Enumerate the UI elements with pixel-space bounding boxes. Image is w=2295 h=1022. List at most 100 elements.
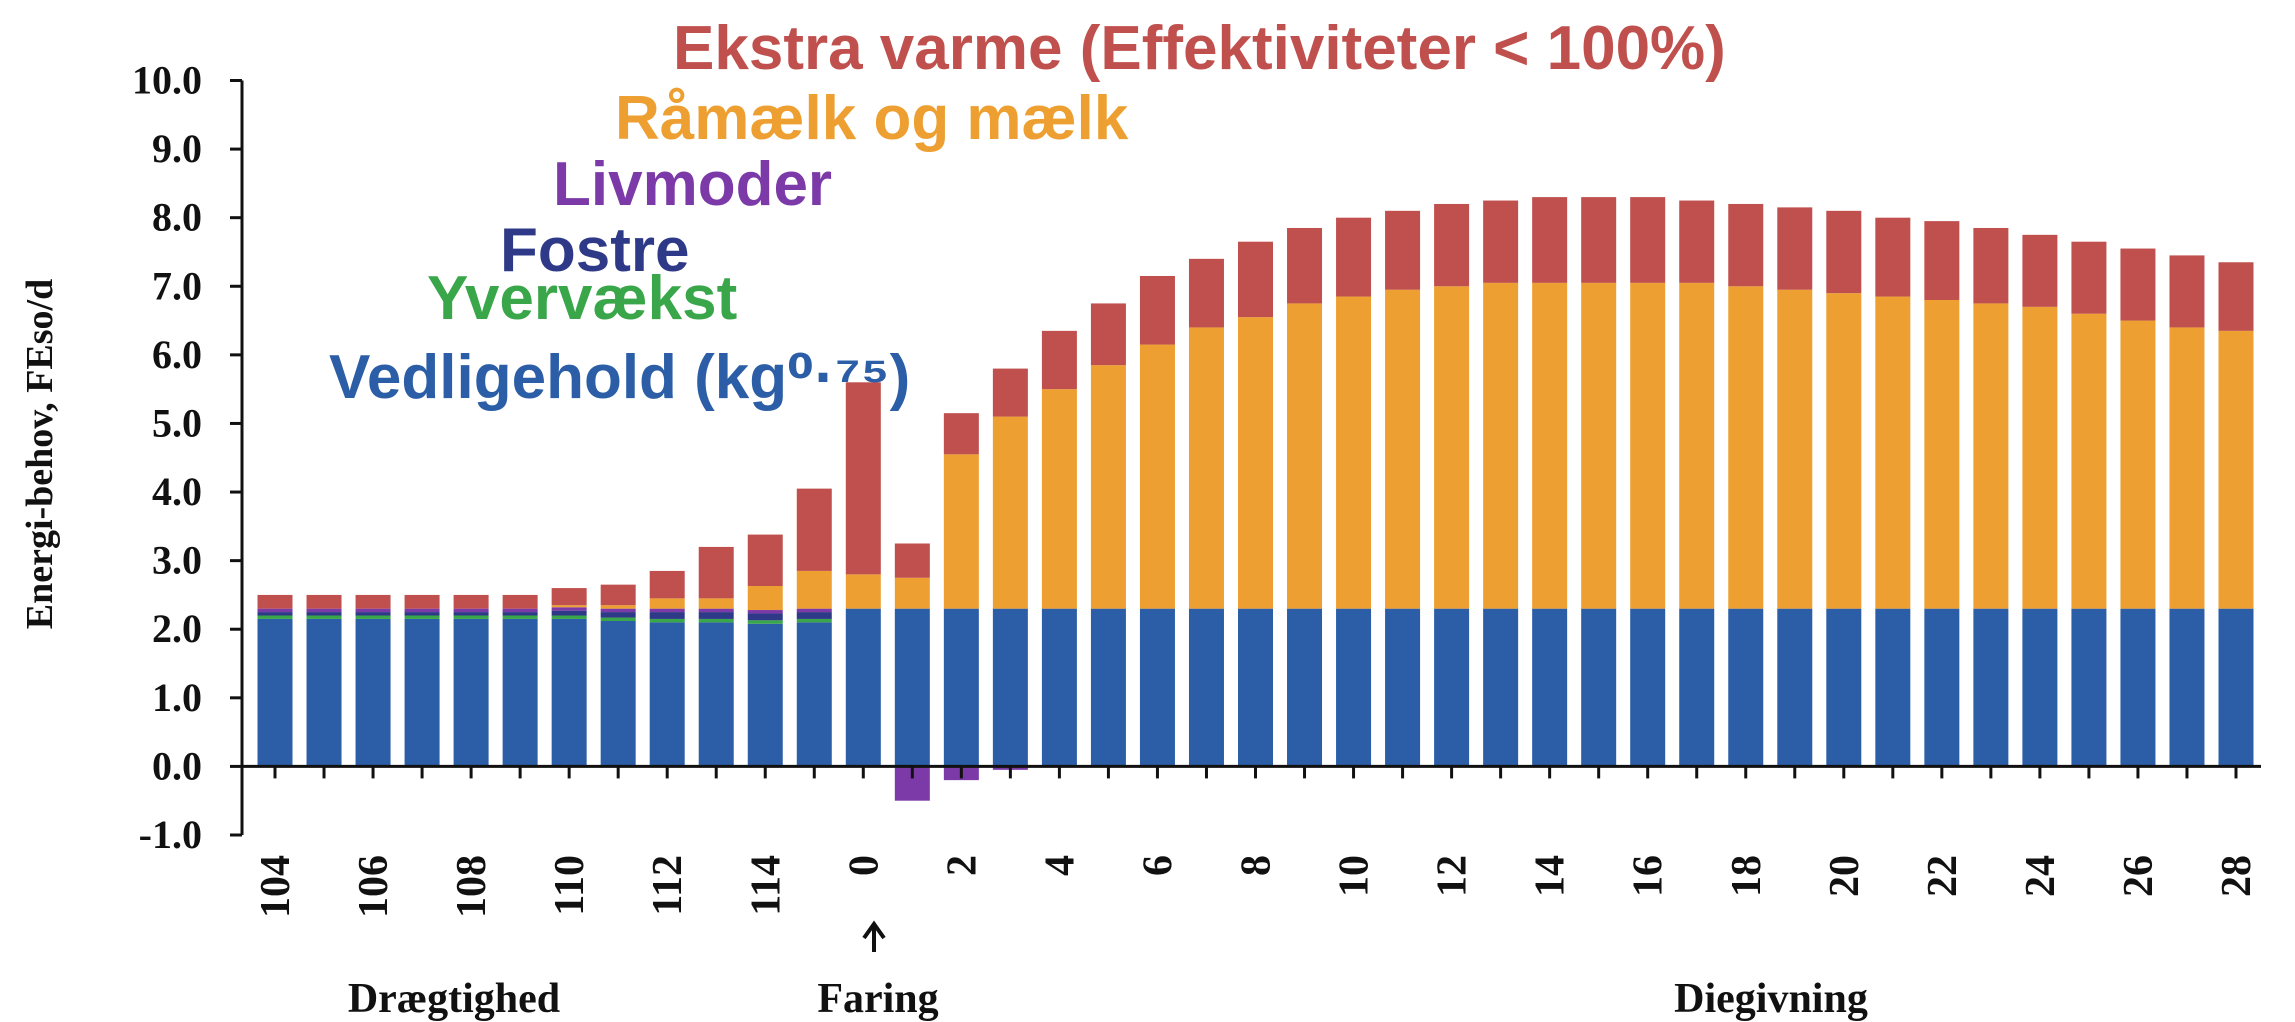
bar-segment bbox=[1434, 286, 1470, 609]
bar-segment bbox=[698, 608, 734, 613]
bar-segment bbox=[1679, 200, 1715, 283]
bar-segment bbox=[1287, 227, 1323, 304]
x-tick-label: 4 bbox=[1037, 855, 1083, 876]
bar-segment bbox=[1188, 608, 1224, 767]
y-tick-label: 10.0 bbox=[132, 58, 202, 103]
x-tick-label: 8 bbox=[1234, 855, 1280, 876]
legend-entry: Ekstra varme (Effektiviteter < 100%) bbox=[673, 14, 1726, 83]
bar-segment bbox=[551, 618, 587, 767]
x-tick-label: 20 bbox=[1822, 855, 1868, 897]
x-tick-label: 10 bbox=[1332, 855, 1378, 897]
bar-segment bbox=[502, 608, 538, 613]
x-tick-label: 108 bbox=[449, 855, 495, 918]
bar-segment bbox=[1728, 608, 1764, 767]
bar-segment bbox=[1041, 389, 1077, 609]
bar-segment bbox=[2169, 327, 2205, 609]
bar-segment bbox=[1924, 608, 1960, 767]
bar-segment bbox=[1679, 608, 1715, 767]
x-tick-label: 26 bbox=[2116, 855, 2162, 897]
bar-segment bbox=[1385, 210, 1421, 290]
bar-segment bbox=[2218, 262, 2254, 331]
bar-segment bbox=[992, 416, 1028, 609]
bar-segment bbox=[551, 607, 587, 611]
bar-segment bbox=[551, 610, 587, 616]
bar-segment bbox=[1581, 282, 1617, 609]
x-tick-label: 12 bbox=[1430, 855, 1476, 897]
bar-segment bbox=[1973, 608, 2009, 767]
bar-segment bbox=[257, 608, 293, 613]
y-axis-label: Energi-behov, FEso/d bbox=[19, 279, 61, 630]
bar-segment bbox=[600, 612, 636, 618]
bar-segment bbox=[502, 612, 538, 616]
bar-segment bbox=[1777, 608, 1813, 767]
bar-segment bbox=[747, 613, 783, 621]
bar-segment bbox=[649, 598, 685, 609]
bar-segment bbox=[649, 608, 685, 613]
bar-segment bbox=[2022, 234, 2058, 307]
bar-segment bbox=[306, 612, 342, 616]
x-tick-label: 0 bbox=[841, 855, 887, 876]
bar-segment bbox=[306, 618, 342, 767]
bar-segment bbox=[502, 594, 538, 609]
x-tick-label: 104 bbox=[253, 855, 299, 918]
bar-segment bbox=[1434, 608, 1470, 767]
bar-segment bbox=[1385, 608, 1421, 767]
x-tick-label: 6 bbox=[1135, 855, 1181, 876]
bar-segment bbox=[1483, 200, 1519, 283]
bar-segment bbox=[1090, 365, 1126, 609]
bar-segment bbox=[1826, 608, 1862, 767]
bar-segment bbox=[453, 594, 489, 609]
x-tick-label: 14 bbox=[1528, 855, 1574, 897]
bar-segment bbox=[2022, 608, 2058, 767]
bar-segment bbox=[747, 610, 783, 614]
bar-segment bbox=[1336, 608, 1372, 767]
bar-segment bbox=[1238, 317, 1273, 609]
bar-segment bbox=[257, 594, 293, 609]
phase-label: Drægtighed bbox=[348, 976, 560, 1022]
bar-segment bbox=[306, 594, 342, 609]
bar-segment bbox=[1483, 282, 1519, 609]
bar-segment bbox=[2120, 608, 2156, 767]
phase-label: Diegivning bbox=[1674, 976, 1868, 1022]
bar-segment bbox=[1532, 197, 1568, 283]
bar-segment bbox=[1826, 293, 1862, 609]
bar-segment bbox=[747, 623, 783, 767]
bar-segment bbox=[1336, 217, 1372, 297]
bar-segment bbox=[1238, 241, 1273, 318]
bar-segment bbox=[894, 608, 930, 767]
bar-segment bbox=[600, 584, 636, 606]
bar-segment bbox=[600, 605, 636, 609]
x-tick-label: 106 bbox=[351, 855, 397, 918]
bar-segment bbox=[796, 608, 832, 613]
bar-segment bbox=[1139, 608, 1175, 767]
bar-segment bbox=[600, 608, 636, 613]
bar-segment bbox=[502, 615, 538, 619]
bar-segment bbox=[747, 534, 783, 587]
bar-segment bbox=[1532, 282, 1568, 609]
bar-segment bbox=[1777, 207, 1813, 290]
bar-segment bbox=[355, 608, 391, 613]
y-tick-label: 6.0 bbox=[152, 332, 202, 377]
bar-segment bbox=[2120, 320, 2156, 609]
y-tick-label: 4.0 bbox=[152, 469, 202, 514]
bar-segment bbox=[698, 546, 734, 599]
bar-segment bbox=[1188, 258, 1224, 328]
legend-entry: Fostre bbox=[500, 216, 689, 285]
bar-segment bbox=[649, 612, 685, 619]
bar-segment bbox=[2218, 330, 2254, 609]
bar-segment bbox=[2071, 608, 2107, 767]
y-tick-label: 5.0 bbox=[152, 400, 202, 445]
legend-entry: Vedligehold (kg⁰·⁷⁵) bbox=[329, 343, 910, 412]
bar-segment bbox=[404, 618, 440, 767]
bar-segment bbox=[257, 615, 293, 619]
x-tick-label: 22 bbox=[1920, 855, 1966, 897]
bar-segment bbox=[453, 615, 489, 619]
bar-segment bbox=[845, 574, 881, 609]
bar-segment bbox=[2071, 241, 2107, 314]
bar-segment bbox=[649, 570, 685, 599]
bar-segment bbox=[2022, 306, 2058, 609]
bar-segment bbox=[355, 612, 391, 616]
bar-segment bbox=[355, 618, 391, 767]
bar-segment bbox=[796, 618, 832, 623]
